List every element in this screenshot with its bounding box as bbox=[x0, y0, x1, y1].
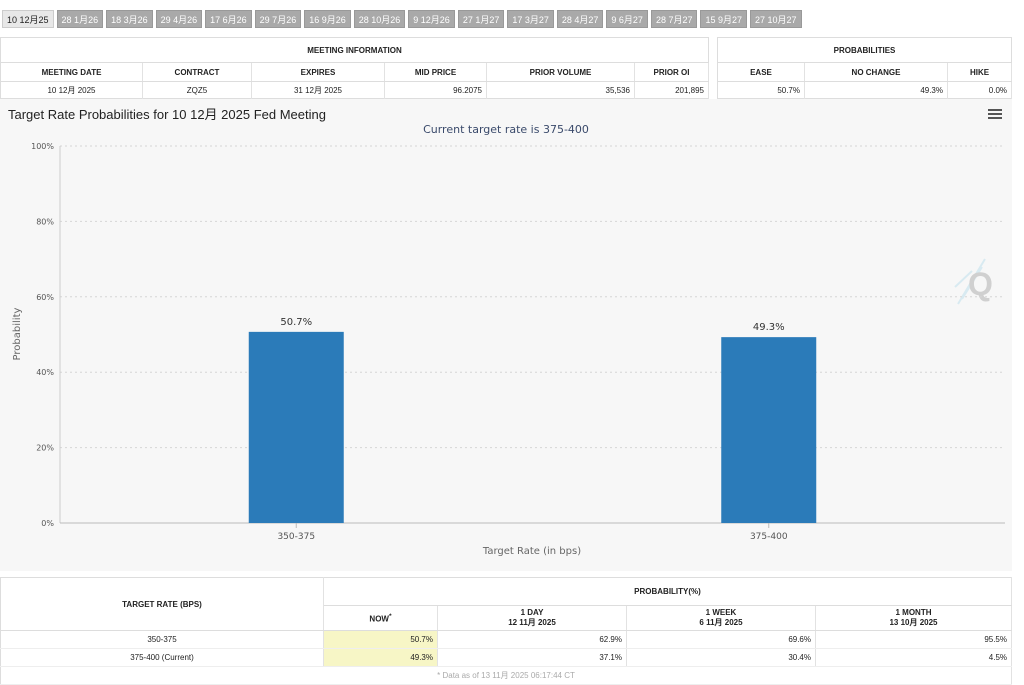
data-footnote: * Data as of 13 11月 2025 06:17:44 CT bbox=[0, 666, 1012, 685]
target-rate-header: TARGET RATE (BPS) bbox=[0, 577, 324, 631]
column-header: EASE bbox=[717, 62, 805, 82]
column-header: 1 MONTH 13 10月 2025 bbox=[815, 605, 1012, 631]
tab-meeting[interactable]: 15 9月27 bbox=[700, 10, 747, 28]
month-cell: 4.5% bbox=[815, 648, 1012, 667]
probability-header: PROBABILITY(%) bbox=[323, 577, 1012, 606]
probability-history-table: TARGET RATE (BPS) PROBABILITY(%) NOW* 1 … bbox=[0, 577, 1012, 685]
now-cell: 49.3% bbox=[323, 648, 438, 667]
prior-oi: 201,895 bbox=[634, 81, 709, 99]
chart-subtitle: Current target rate is 375-400 bbox=[423, 123, 589, 136]
y-axis-label: Probability bbox=[12, 307, 23, 360]
column-header: NO CHANGE bbox=[804, 62, 948, 82]
day-cell: 62.9% bbox=[437, 630, 627, 649]
tab-meeting[interactable]: 29 7月26 bbox=[254, 10, 302, 28]
y-tick-label: 80% bbox=[36, 217, 54, 226]
meeting-date: 10 12月 2025 bbox=[0, 81, 143, 99]
meeting-info-table: MEETING INFORMATION MEETING DATE CONTRAC… bbox=[0, 37, 709, 99]
contract: ZQZ5 bbox=[142, 81, 252, 99]
tab-meeting[interactable]: 10 12月25 bbox=[2, 10, 54, 28]
tab-meeting[interactable]: 9 12月26 bbox=[408, 10, 455, 28]
x-axis-label: Target Rate (in bps) bbox=[482, 546, 581, 557]
column-header: HIKE bbox=[947, 62, 1012, 82]
data-label: 50.7% bbox=[280, 317, 312, 328]
prior-volume: 35,536 bbox=[486, 81, 635, 99]
hike-value: 0.0% bbox=[947, 81, 1012, 99]
column-header: 1 WEEK 6 11月 2025 bbox=[626, 605, 816, 631]
watermark-logo: Q bbox=[954, 258, 993, 305]
now-cell: 50.7% bbox=[323, 630, 438, 649]
column-header: CONTRACT bbox=[142, 62, 252, 82]
month-cell: 95.5% bbox=[815, 630, 1012, 649]
expires: 31 12月 2025 bbox=[251, 81, 385, 99]
tab-meeting[interactable]: 17 3月27 bbox=[507, 10, 554, 28]
column-header: PRIOR VOLUME bbox=[486, 62, 635, 82]
y-tick-label: 60% bbox=[36, 293, 54, 302]
y-tick-label: 0% bbox=[41, 519, 54, 528]
week-cell: 30.4% bbox=[626, 648, 816, 667]
column-header: PRIOR OI bbox=[634, 62, 709, 82]
rate-cell: 375-400 (Current) bbox=[0, 648, 324, 667]
bar bbox=[721, 337, 817, 523]
data-label: 49.3% bbox=[753, 322, 785, 333]
column-header: 1 DAY 12 11月 2025 bbox=[437, 605, 627, 631]
tab-meeting[interactable]: 9 6月27 bbox=[606, 10, 648, 28]
y-tick-label: 40% bbox=[36, 368, 54, 377]
mid-price: 96.2075 bbox=[384, 81, 487, 99]
table-row: 10 12月 2025 ZQZ5 31 12月 2025 96.2075 35,… bbox=[0, 81, 709, 99]
rate-cell: 350-375 bbox=[0, 630, 324, 649]
tab-meeting[interactable]: 28 4月27 bbox=[556, 10, 604, 28]
meeting-info-title: MEETING INFORMATION bbox=[0, 37, 709, 63]
table-row: 350-375 50.7% 62.9% 69.6% 95.5% bbox=[0, 630, 1012, 649]
bar bbox=[248, 331, 344, 523]
table-row: 375-400 (Current) 49.3% 37.1% 30.4% 4.5% bbox=[0, 648, 1012, 667]
svg-text:Q: Q bbox=[968, 266, 993, 302]
no-change-value: 49.3% bbox=[804, 81, 948, 99]
y-tick-label: 100% bbox=[31, 142, 54, 151]
tab-meeting[interactable]: 27 10月27 bbox=[750, 10, 802, 28]
tab-meeting[interactable]: 18 3月26 bbox=[106, 10, 153, 28]
table-row: 50.7% 49.3% 0.0% bbox=[717, 81, 1012, 99]
x-tick-label: 375-400 bbox=[750, 532, 788, 542]
ease-value: 50.7% bbox=[717, 81, 805, 99]
chart-panel: Target Rate Probabilities for 10 12月 202… bbox=[0, 99, 1012, 571]
column-header: MID PRICE bbox=[384, 62, 487, 82]
tab-meeting[interactable]: 27 1月27 bbox=[457, 10, 505, 28]
tab-meeting[interactable]: 28 10月26 bbox=[353, 10, 406, 28]
tab-meeting[interactable]: 28 1月26 bbox=[56, 10, 104, 28]
x-tick-label: 350-375 bbox=[277, 532, 315, 542]
y-tick-label: 20% bbox=[36, 444, 54, 453]
meeting-tabs: 10 12月25 28 1月26 18 3月26 29 4月26 17 6月26… bbox=[2, 10, 802, 30]
chart-title: Target Rate Probabilities for 10 12月 202… bbox=[8, 107, 326, 122]
tab-meeting[interactable]: 28 7月27 bbox=[650, 10, 698, 28]
day-cell: 37.1% bbox=[437, 648, 627, 667]
week-cell: 69.6% bbox=[626, 630, 816, 649]
bar-chart: Q 0% 20% 40% 60% 80% 100% 50.7% 350-375 49.3% 37… bbox=[12, 142, 1005, 557]
tab-meeting[interactable]: 29 4月26 bbox=[155, 10, 203, 28]
tab-meeting[interactable]: 17 6月26 bbox=[205, 10, 252, 28]
column-header: NOW* bbox=[323, 605, 438, 631]
column-header: MEETING DATE bbox=[0, 62, 143, 82]
probabilities-title: PROBABILITIES bbox=[717, 37, 1012, 63]
tab-meeting[interactable]: 16 9月26 bbox=[304, 10, 351, 28]
probabilities-table: PROBABILITIES EASE NO CHANGE HIKE 50.7% … bbox=[717, 37, 1012, 99]
column-header: EXPIRES bbox=[251, 62, 385, 82]
chart-menu-icon[interactable] bbox=[988, 109, 1002, 121]
